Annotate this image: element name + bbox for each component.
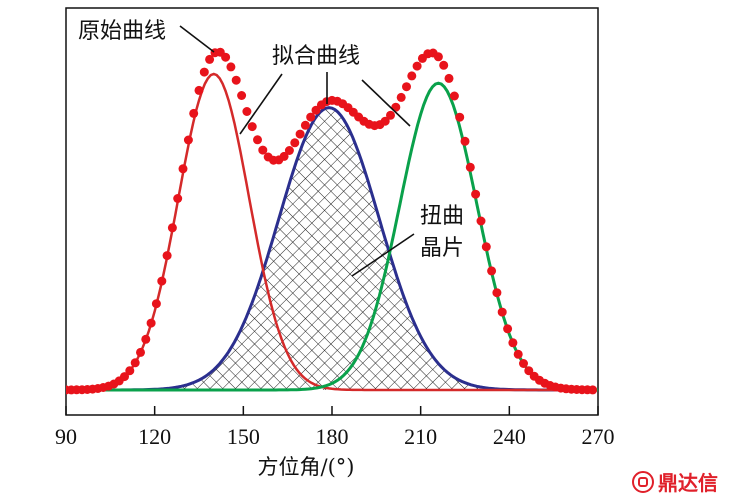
leader-twisted: [351, 233, 415, 277]
original-point: [402, 82, 411, 92]
original-point: [279, 151, 289, 161]
original-point: [481, 242, 491, 252]
x-tick-label: 180: [316, 424, 349, 449]
x-tick-label: 120: [138, 424, 171, 449]
watermark-text: 鼎达信: [658, 471, 718, 495]
original-point: [588, 385, 598, 395]
original-point: [284, 146, 294, 155]
original-point: [136, 347, 145, 357]
x-tick-label: 270: [582, 424, 615, 449]
original-point: [120, 372, 129, 382]
original-point: [396, 92, 406, 102]
original-point: [300, 120, 310, 130]
leader-fit-right: [361, 79, 411, 127]
original-point: [178, 164, 188, 174]
watermark: 鼎达信: [632, 467, 718, 496]
original-point: [306, 112, 316, 122]
original-point: [503, 324, 513, 334]
original-point: [455, 112, 465, 122]
original-point: [253, 135, 262, 145]
original-point: [221, 52, 231, 62]
original-point: [167, 223, 177, 233]
original-point: [199, 67, 209, 77]
leader-fit-left: [239, 73, 283, 135]
x-axis-title: 方位角/(°): [258, 455, 355, 479]
logo-icon: [632, 470, 654, 493]
fit-left-line: [66, 72, 598, 392]
original-point: [508, 338, 518, 348]
original-point: [146, 318, 156, 328]
original-point: [157, 276, 167, 286]
original-point: [258, 145, 268, 155]
original-point: [444, 73, 454, 83]
original-point: [231, 75, 241, 85]
original-point: [407, 71, 417, 81]
original-point: [519, 359, 528, 368]
annotation-original-curve: 原始曲线: [78, 19, 166, 44]
original-point: [183, 135, 193, 145]
original-point: [290, 138, 300, 148]
original-point: [460, 136, 470, 146]
original-point: [173, 194, 183, 203]
original-point: [386, 110, 395, 120]
original-point: [449, 91, 459, 101]
original-point: [524, 366, 534, 376]
original-point: [439, 60, 449, 70]
original-point: [471, 189, 481, 199]
original-point: [226, 62, 236, 72]
x-tick-label: 90: [55, 424, 77, 449]
leader-original: [179, 25, 215, 53]
original-point: [433, 52, 443, 62]
annotation-twisted-line2: 晶片: [420, 236, 464, 261]
original-point: [162, 251, 172, 261]
original-point: [141, 334, 151, 344]
original-point: [205, 54, 215, 64]
original-point: [189, 108, 199, 118]
annotation-fitted-curve: 拟合曲线: [272, 44, 360, 69]
original-point: [295, 129, 305, 139]
original-point: [497, 307, 507, 317]
original-point: [492, 288, 502, 298]
original-point: [513, 349, 523, 359]
original-point: [476, 216, 486, 226]
x-tick-label: 210: [404, 424, 437, 449]
original-point: [412, 61, 422, 71]
original-point: [465, 162, 475, 172]
original-point: [125, 366, 135, 376]
x-tick-label: 150: [227, 424, 260, 449]
original-point: [237, 91, 247, 100]
fit-right-line: [66, 81, 598, 392]
fit-middle-hatch-area: [154, 107, 510, 390]
original-point: [151, 299, 161, 309]
original-point: [194, 85, 204, 95]
x-tick-label: 240: [493, 424, 526, 449]
original-point: [380, 116, 390, 126]
original-point: [487, 266, 497, 276]
annotation-twisted-line1: 扭曲: [420, 204, 464, 229]
original-point: [247, 122, 257, 132]
original-point: [130, 358, 140, 368]
original-point: [242, 107, 252, 116]
